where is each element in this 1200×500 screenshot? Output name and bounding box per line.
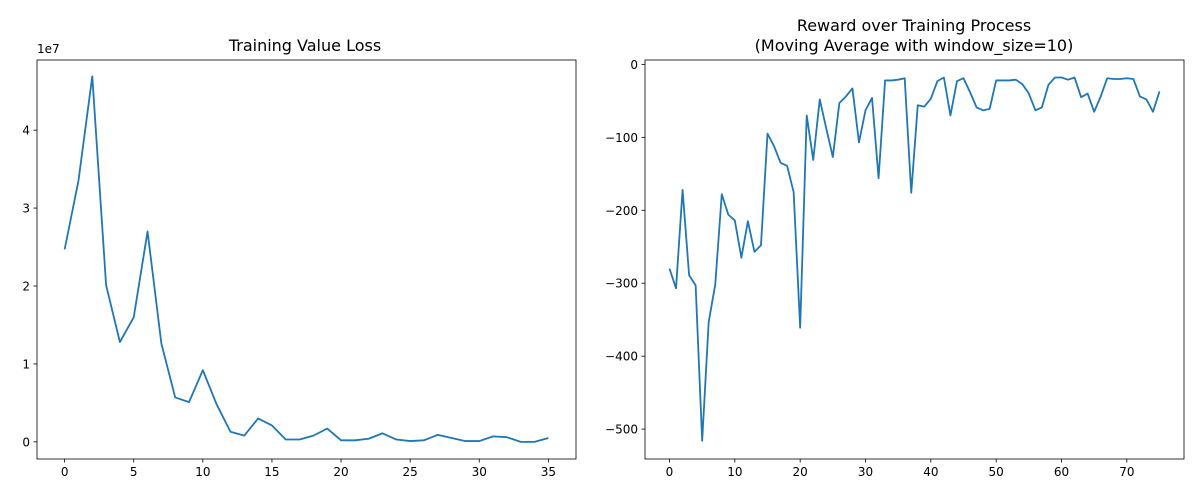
x-tick-label: 0 xyxy=(666,465,674,479)
y-tick-label: −400 xyxy=(605,350,638,364)
y-tick-label: 0 xyxy=(630,58,638,72)
y-axis-offset-label: 1e7 xyxy=(37,42,60,56)
x-tick-label: 40 xyxy=(923,465,938,479)
x-tick-label: 20 xyxy=(333,465,348,479)
x-tick-label: 10 xyxy=(727,465,742,479)
plot-frame xyxy=(644,59,1185,460)
x-tick-label: 30 xyxy=(858,465,873,479)
x-tick-label: 50 xyxy=(989,465,1004,479)
value-loss-chart: Training Value Loss 1e7 0 5 10 15 20 25 30 35 0 1… xyxy=(22,36,577,479)
y-tick-label: −300 xyxy=(605,277,638,291)
chart-title-line-2: (Moving Average with window_size=10) xyxy=(755,36,1074,56)
x-tick-label: 5 xyxy=(130,465,138,479)
reward-chart: Reward over Training Process (Moving Ave… xyxy=(605,16,1185,479)
series-line-reward xyxy=(668,76,1161,442)
chart-title: Training Value Loss xyxy=(228,36,381,55)
x-tick-label: 35 xyxy=(541,465,556,479)
x-tick-label: 15 xyxy=(264,465,279,479)
y-tick-label: −500 xyxy=(605,423,638,437)
chart-title-line-1: Reward over Training Process xyxy=(797,16,1031,35)
x-tick-label: 70 xyxy=(1119,465,1134,479)
series-line-value-loss xyxy=(63,75,549,443)
x-tick-label: 60 xyxy=(1054,465,1069,479)
y-tick-label: 2 xyxy=(22,279,30,293)
y-tick-label: 1 xyxy=(22,357,30,371)
x-tick-label: 20 xyxy=(793,465,808,479)
x-tick-label: 0 xyxy=(61,465,69,479)
x-tick-label: 25 xyxy=(403,465,418,479)
axis-ticks: 0 10 20 30 40 50 60 70 0 −100 −200 −300 −400 −500 xyxy=(605,58,1134,479)
axis-ticks: 0 5 10 15 20 25 30 35 0 1 2 3 4 xyxy=(22,124,556,479)
y-tick-label: 4 xyxy=(22,124,30,138)
y-tick-label: 0 xyxy=(22,435,30,449)
y-tick-label: −100 xyxy=(605,131,638,145)
x-tick-label: 10 xyxy=(195,465,210,479)
y-tick-label: 3 xyxy=(22,202,30,216)
y-tick-label: −200 xyxy=(605,204,638,218)
plot-frame xyxy=(36,59,577,460)
x-tick-label: 30 xyxy=(472,465,487,479)
